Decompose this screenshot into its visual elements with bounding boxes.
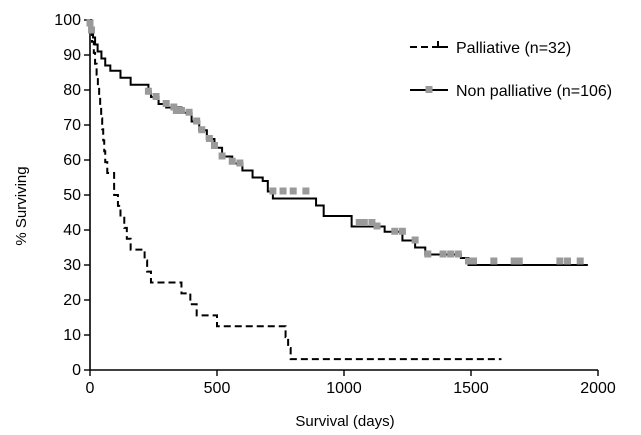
non-palliative-n-106-censor-mark xyxy=(289,187,297,195)
non-palliative-n-106-censor-mark xyxy=(86,19,94,27)
legend: Palliative (n=32) Non palliative (n=106) xyxy=(410,40,612,100)
non-palliative-n-106-censor-mark xyxy=(360,219,368,226)
non-palliative-n-106-censor-mark xyxy=(193,117,201,125)
y-tick-label: 0 xyxy=(72,362,81,379)
non-palliative-n-106-censor-mark xyxy=(144,87,152,95)
non-palliative-n-106-censor-mark xyxy=(185,108,193,116)
y-tick-label: 40 xyxy=(63,222,81,239)
non-palliative-n-106-censor-mark xyxy=(302,187,310,195)
non-palliative-n-106-censor-mark xyxy=(198,126,206,134)
non-palliative-n-106-censor-mark xyxy=(368,219,376,226)
non-palliative-n-106-censor-mark xyxy=(373,222,381,230)
legend-label: Non palliative (n=106) xyxy=(456,83,612,100)
non-palliative-n-106-censor-mark xyxy=(447,250,455,258)
non-palliative-n-106-censor-mark xyxy=(411,236,419,244)
non-palliative-n-106-censor-mark xyxy=(228,157,236,165)
legend-censor-mark xyxy=(425,86,433,93)
non-palliative-n-106-censor-mark xyxy=(424,250,432,258)
non-palliative-n-106-censor-mark xyxy=(172,107,180,114)
non-palliative-n-106-censor-mark xyxy=(218,152,226,160)
curves xyxy=(86,19,588,361)
non-palliative-n-106-censor-mark xyxy=(398,227,406,235)
non-palliative-n-106-censor-mark xyxy=(152,93,160,100)
y-tick-label: 60 xyxy=(63,152,81,169)
y-tick-label: 100 xyxy=(54,12,81,29)
non-palliative-n-106-censor-mark xyxy=(205,135,213,142)
non-palliative-n-106-censor-mark xyxy=(162,100,170,107)
palliative-n-32-curve xyxy=(89,19,502,361)
y-tick-label: 50 xyxy=(63,187,81,204)
non-palliative-n-106-censor-mark xyxy=(439,250,447,258)
x-tick-label: 0 xyxy=(86,380,95,397)
non-palliative-n-106-censor-mark xyxy=(510,257,518,265)
non-palliative-n-106-censor-mark xyxy=(576,257,584,265)
non-palliative-n-106-censor-mark xyxy=(515,257,523,265)
non-palliative-n-106-censor-mark xyxy=(454,250,462,258)
non-palliative-n-106-censor-mark xyxy=(236,159,244,167)
non-palliative-n-106-censor-mark xyxy=(464,257,472,265)
x-axis-title: Survival (days) xyxy=(295,413,394,430)
non-palliative-n-106-censor-mark xyxy=(391,227,399,235)
non-palliative-n-106-censor-mark xyxy=(279,187,287,195)
non-palliative-n-106-censor-mark xyxy=(269,187,277,195)
x-tick-label: 2000 xyxy=(580,380,616,397)
y-tick-label: 30 xyxy=(63,257,81,274)
x-tick-label: 1500 xyxy=(453,380,489,397)
non-palliative-n-106-censor-mark xyxy=(564,257,572,265)
non-palliative-n-106-censor-mark xyxy=(490,257,498,265)
y-axis-title: % Surviving xyxy=(13,166,30,245)
y-tick-label: 90 xyxy=(63,47,81,64)
non-palliative-n-106-censor-mark xyxy=(355,219,363,226)
non-palliative-n-106-censor-mark xyxy=(210,142,218,149)
non-palliative-n-106-censor-mark xyxy=(177,107,185,114)
x-tick-label: 500 xyxy=(204,380,231,397)
non-palliative-n-106-censor-mark xyxy=(88,26,96,34)
x-tick-label: 1000 xyxy=(326,380,362,397)
non-palliative-n-106-censor-mark xyxy=(470,257,478,265)
y-tick-label: 10 xyxy=(63,327,81,344)
legend-label: Palliative (n=32) xyxy=(456,40,571,57)
legend-step-mark xyxy=(437,41,444,48)
y-tick-label: 20 xyxy=(63,292,81,309)
y-tick-label: 80 xyxy=(63,82,81,99)
y-tick-label: 70 xyxy=(63,117,81,134)
non-palliative-n-106-censor-mark xyxy=(556,257,564,265)
